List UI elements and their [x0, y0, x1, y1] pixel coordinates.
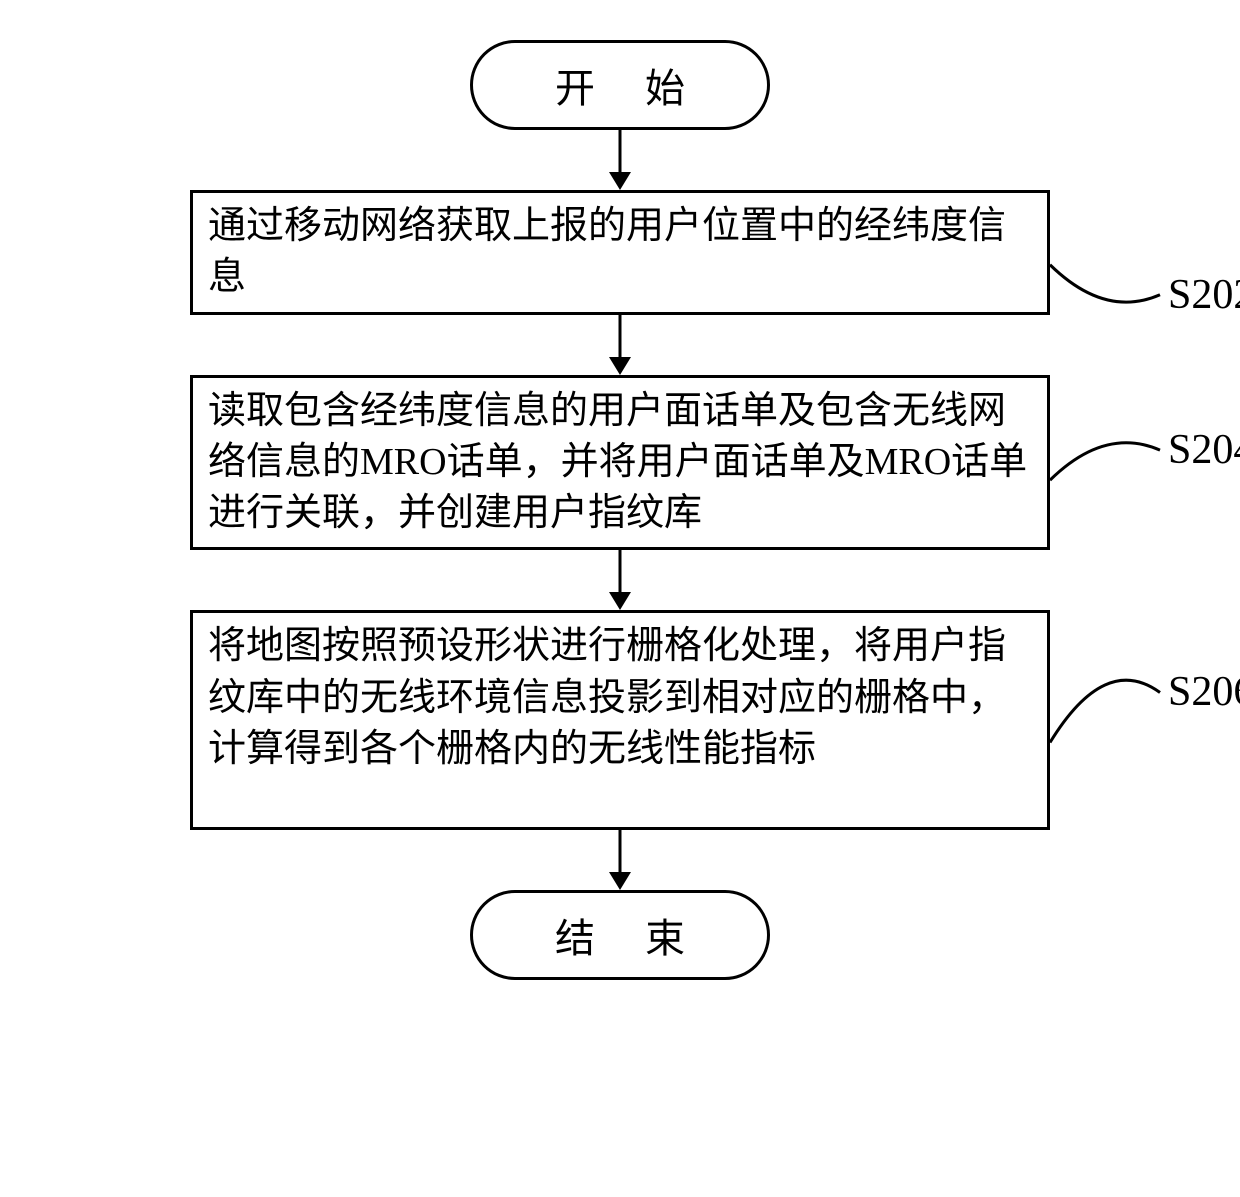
- process-s202: 通过移动网络获取上报的用户位置中的经纬度信息: [190, 190, 1050, 315]
- arrow-down-icon: [600, 130, 640, 190]
- process-s202-text: 通过移动网络获取上报的用户位置中的经纬度信息: [208, 205, 1006, 298]
- start-label: 开 始: [535, 56, 705, 114]
- arrow-down-icon: [600, 315, 640, 375]
- process-s204-text: 读取包含经纬度信息的用户面话单及包含无线网络信息的MRO话单，并将用户面话单及M…: [208, 390, 1027, 535]
- process-s206: 将地图按照预设形状进行栅格化处理，将用户指纹库中的无线环境信息投影到相对应的栅格…: [190, 610, 1050, 830]
- process-s206-text: 将地图按照预设形状进行栅格化处理，将用户指纹库中的无线环境信息投影到相对应的栅格…: [208, 625, 1006, 770]
- arrow-down-icon: [600, 550, 640, 610]
- step-label-s206: S206: [1168, 668, 1240, 716]
- arrow-down-icon: [600, 830, 640, 890]
- step-label-s204: S204: [1168, 426, 1240, 474]
- end-label: 结 束: [535, 906, 705, 964]
- end-terminal: 结 束: [470, 890, 770, 980]
- flowchart-container: 开 始 通过移动网络获取上报的用户位置中的经纬度信息 读取包含经纬度信息的用户面…: [70, 40, 1170, 980]
- arrow-s206-to-end: [190, 830, 1050, 890]
- arrow-start-to-s202: [190, 130, 1050, 190]
- process-s204: 读取包含经纬度信息的用户面话单及包含无线网络信息的MRO话单，并将用户面话单及M…: [190, 375, 1050, 551]
- arrow-s202-to-s204: [190, 315, 1050, 375]
- step-label-s202: S202: [1168, 271, 1240, 319]
- start-terminal: 开 始: [470, 40, 770, 130]
- arrow-s204-to-s206: [190, 550, 1050, 610]
